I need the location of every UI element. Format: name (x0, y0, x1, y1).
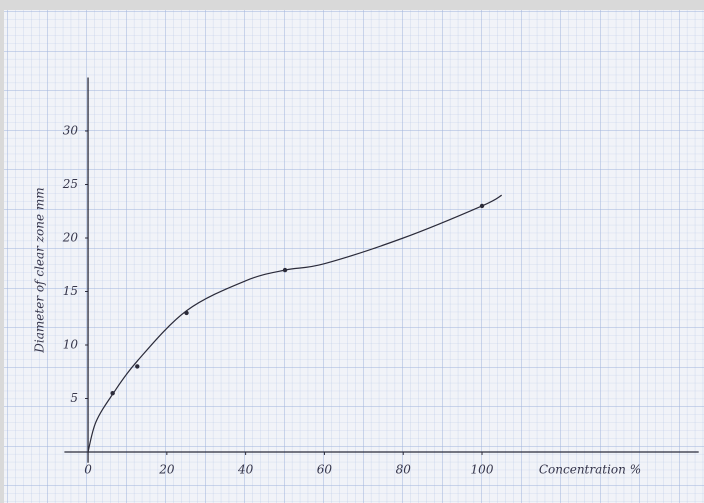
x-tick-label: 80 (396, 463, 412, 477)
y-tick-label: 10 (63, 338, 79, 352)
x-tick-label: 0 (84, 463, 92, 477)
data-point (283, 268, 287, 272)
y-axis-label: Diameter of clear zone mm (33, 187, 47, 353)
y-tick-label: 25 (62, 177, 78, 191)
data-point (184, 311, 188, 315)
chart: Concentration % Diameter of clear zone m… (0, 0, 704, 503)
y-tick-label: 30 (63, 124, 79, 138)
y-tick-label: 5 (70, 391, 78, 405)
y-tick-label: 15 (63, 284, 78, 298)
y-tick-label: 20 (62, 231, 79, 245)
x-tick-label: 100 (471, 463, 494, 477)
x-axis-label: Concentration % (539, 463, 641, 477)
data-point (480, 204, 484, 208)
data-point (135, 364, 139, 368)
x-tick-label: 20 (158, 463, 175, 477)
x-tick-label: 40 (237, 463, 254, 477)
x-tick-label: 60 (317, 463, 333, 477)
data-point (110, 391, 114, 395)
paper-grid (4, 10, 704, 503)
